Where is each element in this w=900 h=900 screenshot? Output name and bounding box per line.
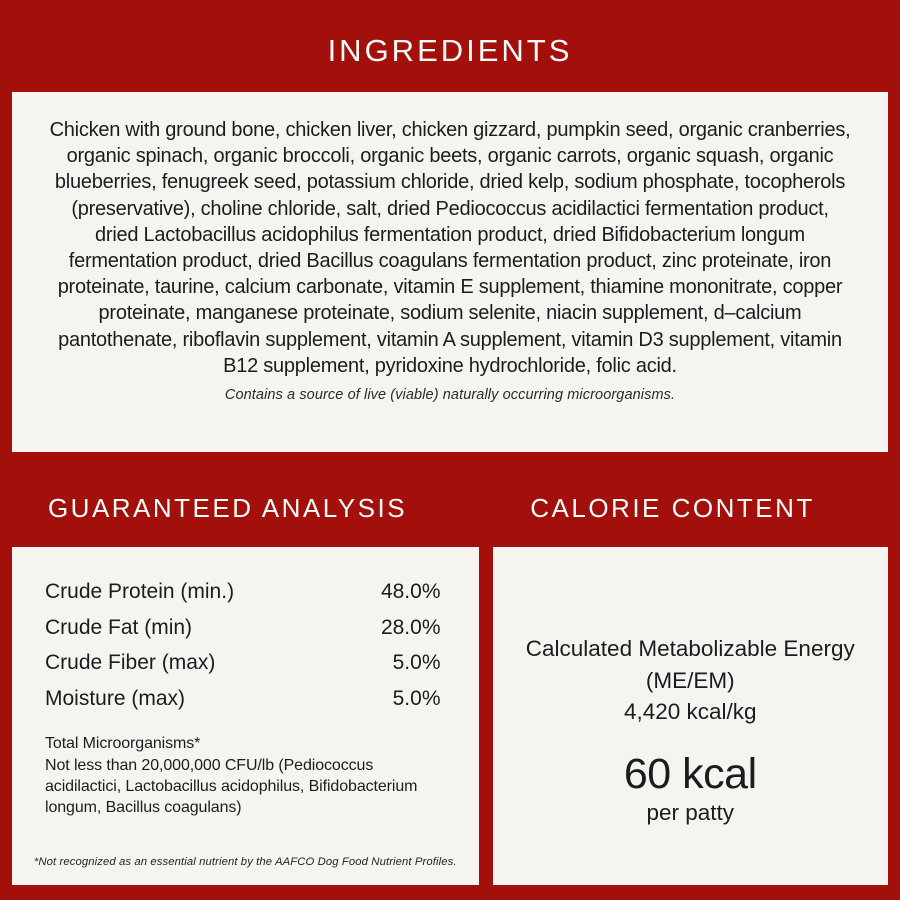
calories-per-patty: per patty (646, 799, 735, 825)
analysis-row-value: 5.0% (392, 651, 441, 674)
analysis-row-value: 28.0% (380, 615, 441, 639)
microorganisms-detail: Not less than 20,000,000 CFU/lb (Pedioco… (45, 757, 418, 816)
analysis-row-fat: Crude Fat (min) 28.0% (45, 610, 441, 646)
ingredients-note: Contains a source of live (viable) natur… (224, 387, 676, 404)
analysis-row-label: Crude Protein (min.) (45, 580, 235, 603)
calories-description: Calculated Metabolizable Energy (ME/EM) (525, 636, 855, 693)
analysis-row-label: Moisture (max) (45, 686, 186, 710)
calories-header-col: CALORIE CONTENT (457, 475, 888, 524)
microorganisms-block: Total Microorganisms* Not less than 20,0… (45, 733, 441, 818)
calories-big-value: 60 kcal (623, 749, 757, 798)
microorganisms-title: Total Microorganisms* (45, 735, 201, 752)
analysis-row-fiber: Crude Fiber (max) 5.0% (45, 645, 441, 681)
calorie-content-title: CALORIE CONTENT (530, 493, 815, 523)
bottom-panels: Crude Protein (min.) 48.0% Crude Fat (mi… (12, 547, 888, 885)
calorie-content-panel: Calculated Metabolizable Energy (ME/EM) … (492, 547, 888, 885)
guaranteed-analysis-panel: Crude Protein (min.) 48.0% Crude Fat (mi… (12, 547, 479, 885)
ingredients-panel: Chicken with ground bone, chicken liver,… (12, 92, 888, 452)
analysis-row-protein: Crude Protein (min.) 48.0% (45, 574, 441, 610)
analysis-row-value: 48.0% (380, 580, 441, 603)
analysis-header-col: GUARANTEED ANALYSIS (12, 475, 443, 524)
ingredients-title: INGREDIENTS (327, 33, 573, 68)
guaranteed-analysis-title: GUARANTEED ANALYSIS (47, 493, 408, 523)
analysis-row-label: Crude Fat (min) (45, 615, 193, 639)
section-headers-band: GUARANTEED ANALYSIS CALORIE CONTENT (12, 452, 888, 547)
analysis-row-label: Crude Fiber (max) (45, 651, 216, 674)
ingredients-text: Chicken with ground bone, chicken liver,… (49, 119, 851, 377)
calories-density: 4,420 kcal/kg (623, 699, 757, 724)
aafco-footnote: *Not recognized as an essential nutrient… (33, 856, 457, 868)
ingredients-header-band: INGREDIENTS (0, 0, 900, 92)
analysis-row-value: 5.0% (392, 686, 441, 710)
analysis-row-moisture: Moisture (max) 5.0% (45, 681, 441, 717)
